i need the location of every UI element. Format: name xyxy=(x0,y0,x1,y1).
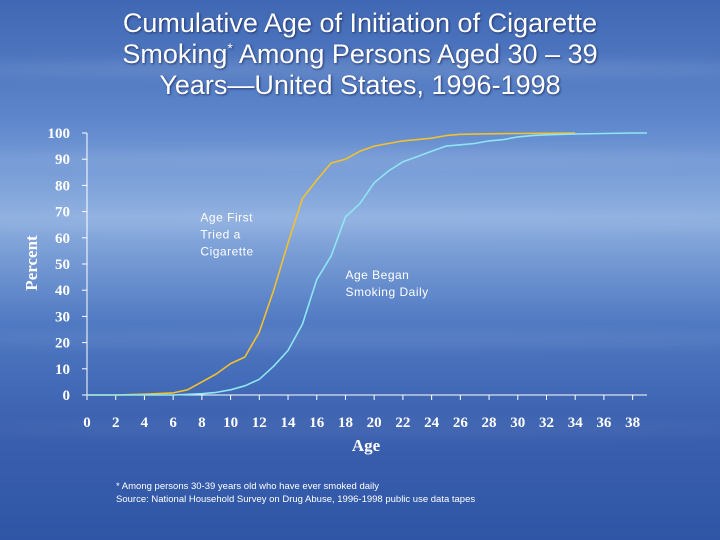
y-tick-label: 0 xyxy=(63,388,71,404)
y-tick-label: 40 xyxy=(55,283,70,299)
x-tick-label: 10 xyxy=(223,415,238,431)
y-axis: 0 10 20 30 40 50 60 70 80 90 100 xyxy=(48,126,88,404)
y-tick-label: 60 xyxy=(55,231,70,247)
title-line-2-start: Smoking xyxy=(122,39,228,69)
x-tick-label: 26 xyxy=(453,415,469,431)
series-label-line: Cigarette xyxy=(200,244,253,258)
x-tick-label: 38 xyxy=(625,415,640,431)
y-tick-label: 90 xyxy=(55,152,70,168)
x-tick-label: 30 xyxy=(510,415,525,431)
x-tick-label: 36 xyxy=(596,415,612,431)
title-line-1: Cumulative Age of Initiation of Cigarett… xyxy=(122,8,598,38)
series-line-began-daily xyxy=(87,132,647,396)
x-tick-label: 16 xyxy=(309,415,325,431)
y-tick-label: 30 xyxy=(55,309,70,325)
x-tick-label: 4 xyxy=(141,415,149,431)
x-tick-label: 24 xyxy=(424,415,440,431)
x-tick-label: 34 xyxy=(568,415,584,431)
y-tick-label: 70 xyxy=(55,205,70,221)
label-first-tried: Age First Tried a Cigarette xyxy=(200,210,253,258)
title-line-2: Smoking* Among Persons Aged 30 – 39 xyxy=(0,39,720,70)
slide-title: Cumulative Age of Initiation of Cigarett… xyxy=(0,8,720,101)
footnote-source: Source: National Household Survey on Dru… xyxy=(116,494,476,505)
y-axis-title: Percent xyxy=(22,235,41,291)
x-tick-label: 14 xyxy=(281,415,297,431)
x-axis: 0 2 4 6 8 10 12 14 16 18 20 22 24 26 28 30 32 34 36 38 xyxy=(83,394,647,431)
x-tick-label: 12 xyxy=(252,415,267,431)
x-tick-label: 2 xyxy=(112,415,120,431)
y-tick-label: 20 xyxy=(55,336,70,352)
x-tick-label: 20 xyxy=(367,415,382,431)
y-tick-label: 100 xyxy=(48,126,71,142)
x-tick-label: 28 xyxy=(482,415,497,431)
x-tick-label: 0 xyxy=(83,415,91,431)
title-line-2-end: Among Persons Aged 30 – 39 xyxy=(232,39,598,69)
footnote-line-1: * Among persons 30-39 years old who have… xyxy=(116,481,379,492)
series-label-line: Tried a xyxy=(200,227,240,241)
title-line-3: Years—United States, 1996-1998 xyxy=(159,70,561,100)
series-label-line: Smoking Daily xyxy=(345,285,428,299)
x-tick-label: 6 xyxy=(169,415,177,431)
x-axis-title: Age xyxy=(352,436,381,455)
series-label-line: Age First xyxy=(200,210,253,224)
x-tick-label: 32 xyxy=(539,415,554,431)
x-tick-label: 22 xyxy=(395,415,410,431)
title-asterisk: * xyxy=(227,40,233,56)
y-tick-label: 50 xyxy=(55,257,70,273)
series-lines xyxy=(87,132,647,396)
series-labels: Age First Tried a Cigarette Age Began Smokin… xyxy=(200,210,428,299)
y-tick-label: 80 xyxy=(55,178,70,194)
series-line-first-tried xyxy=(87,132,576,396)
series-label-line: Age Began xyxy=(345,268,409,282)
y-tick-label: 10 xyxy=(55,362,70,378)
x-tick-label: 18 xyxy=(338,415,353,431)
x-tick-label: 8 xyxy=(198,415,206,431)
footnote: * Among persons 30-39 years old who have… xyxy=(116,480,475,506)
label-began-daily: Age Began Smoking Daily xyxy=(345,268,428,299)
